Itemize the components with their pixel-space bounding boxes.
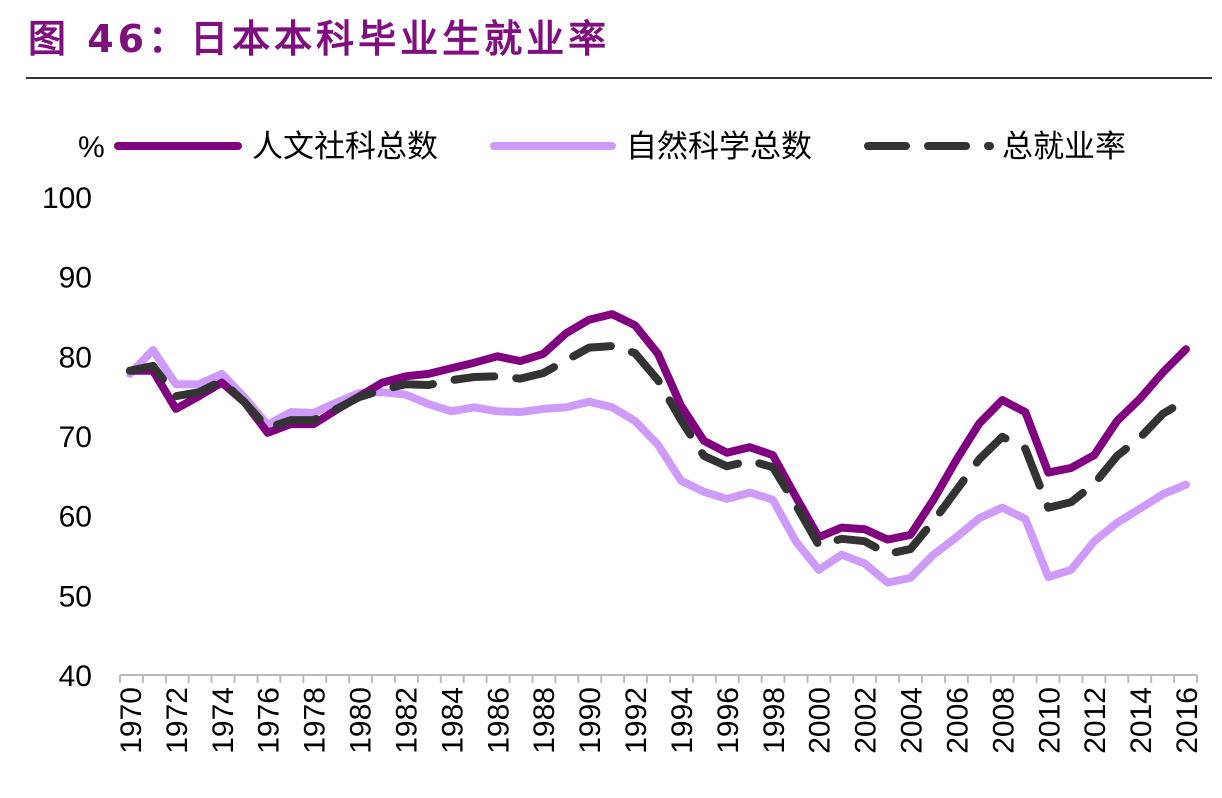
x-tick-label: 2012 xyxy=(1079,687,1112,754)
axes: 40 50 60 70 80 90 100 1970 1972 1974 1976 1978 1980 1… xyxy=(42,182,1204,754)
x-tick-label: 1984 xyxy=(436,687,469,754)
legend-label-2: 自然科学总数 xyxy=(626,129,812,164)
series-line-2 xyxy=(126,346,1190,587)
x-tick-label: 2002 xyxy=(850,687,883,754)
x-tick-label: 1970 xyxy=(115,687,148,754)
y-unit-label: % xyxy=(78,131,105,164)
x-tick-label: 1992 xyxy=(620,687,653,754)
y-tick-label: 60 xyxy=(59,501,92,534)
legend-label-3: 总就业率 xyxy=(1002,129,1126,164)
x-tick-label: 1980 xyxy=(345,687,378,754)
x-tick-label: 2000 xyxy=(804,687,837,754)
y-tick-label: 80 xyxy=(59,341,92,374)
x-tick-label: 2004 xyxy=(896,687,929,754)
x-tick-label: 1996 xyxy=(712,687,745,754)
y-tick-label: 100 xyxy=(42,182,92,215)
legend-label-1: 人文社科总数 xyxy=(252,129,438,164)
x-tick-label: 2010 xyxy=(1033,687,1066,754)
y-tick-label: 40 xyxy=(59,660,92,693)
x-tick-label: 2008 xyxy=(987,687,1020,754)
x-tick-label: 2006 xyxy=(941,687,974,754)
x-tick-label: 1976 xyxy=(253,687,286,754)
y-tick-label: 50 xyxy=(59,580,92,613)
x-tick-label: 1988 xyxy=(528,687,561,754)
y-tick-label: 70 xyxy=(59,421,92,454)
x-tick-label: 1990 xyxy=(574,687,607,754)
series-lines xyxy=(126,310,1190,587)
x-tick-label: 1986 xyxy=(482,687,515,754)
x-tick-label: 2016 xyxy=(1171,687,1204,754)
x-tick-label: 2014 xyxy=(1125,687,1158,754)
y-tick-label: 90 xyxy=(59,262,92,295)
x-tick-label: 1998 xyxy=(758,687,791,754)
x-tick-label: 1994 xyxy=(666,687,699,754)
series-line-1 xyxy=(126,310,1190,544)
title-divider xyxy=(26,77,1212,79)
figure-title: 图 46：日本本科毕业生就业率 xyxy=(28,17,611,61)
x-tick-label: 1982 xyxy=(390,687,423,754)
series-line-3 xyxy=(126,342,1190,558)
x-tick-label: 1972 xyxy=(161,687,194,754)
legend: % 人文社科总数 自然科学总数 总就业率 xyxy=(78,129,1126,164)
x-tick-label: 1978 xyxy=(299,687,332,754)
x-tick-label: 1974 xyxy=(207,687,240,754)
